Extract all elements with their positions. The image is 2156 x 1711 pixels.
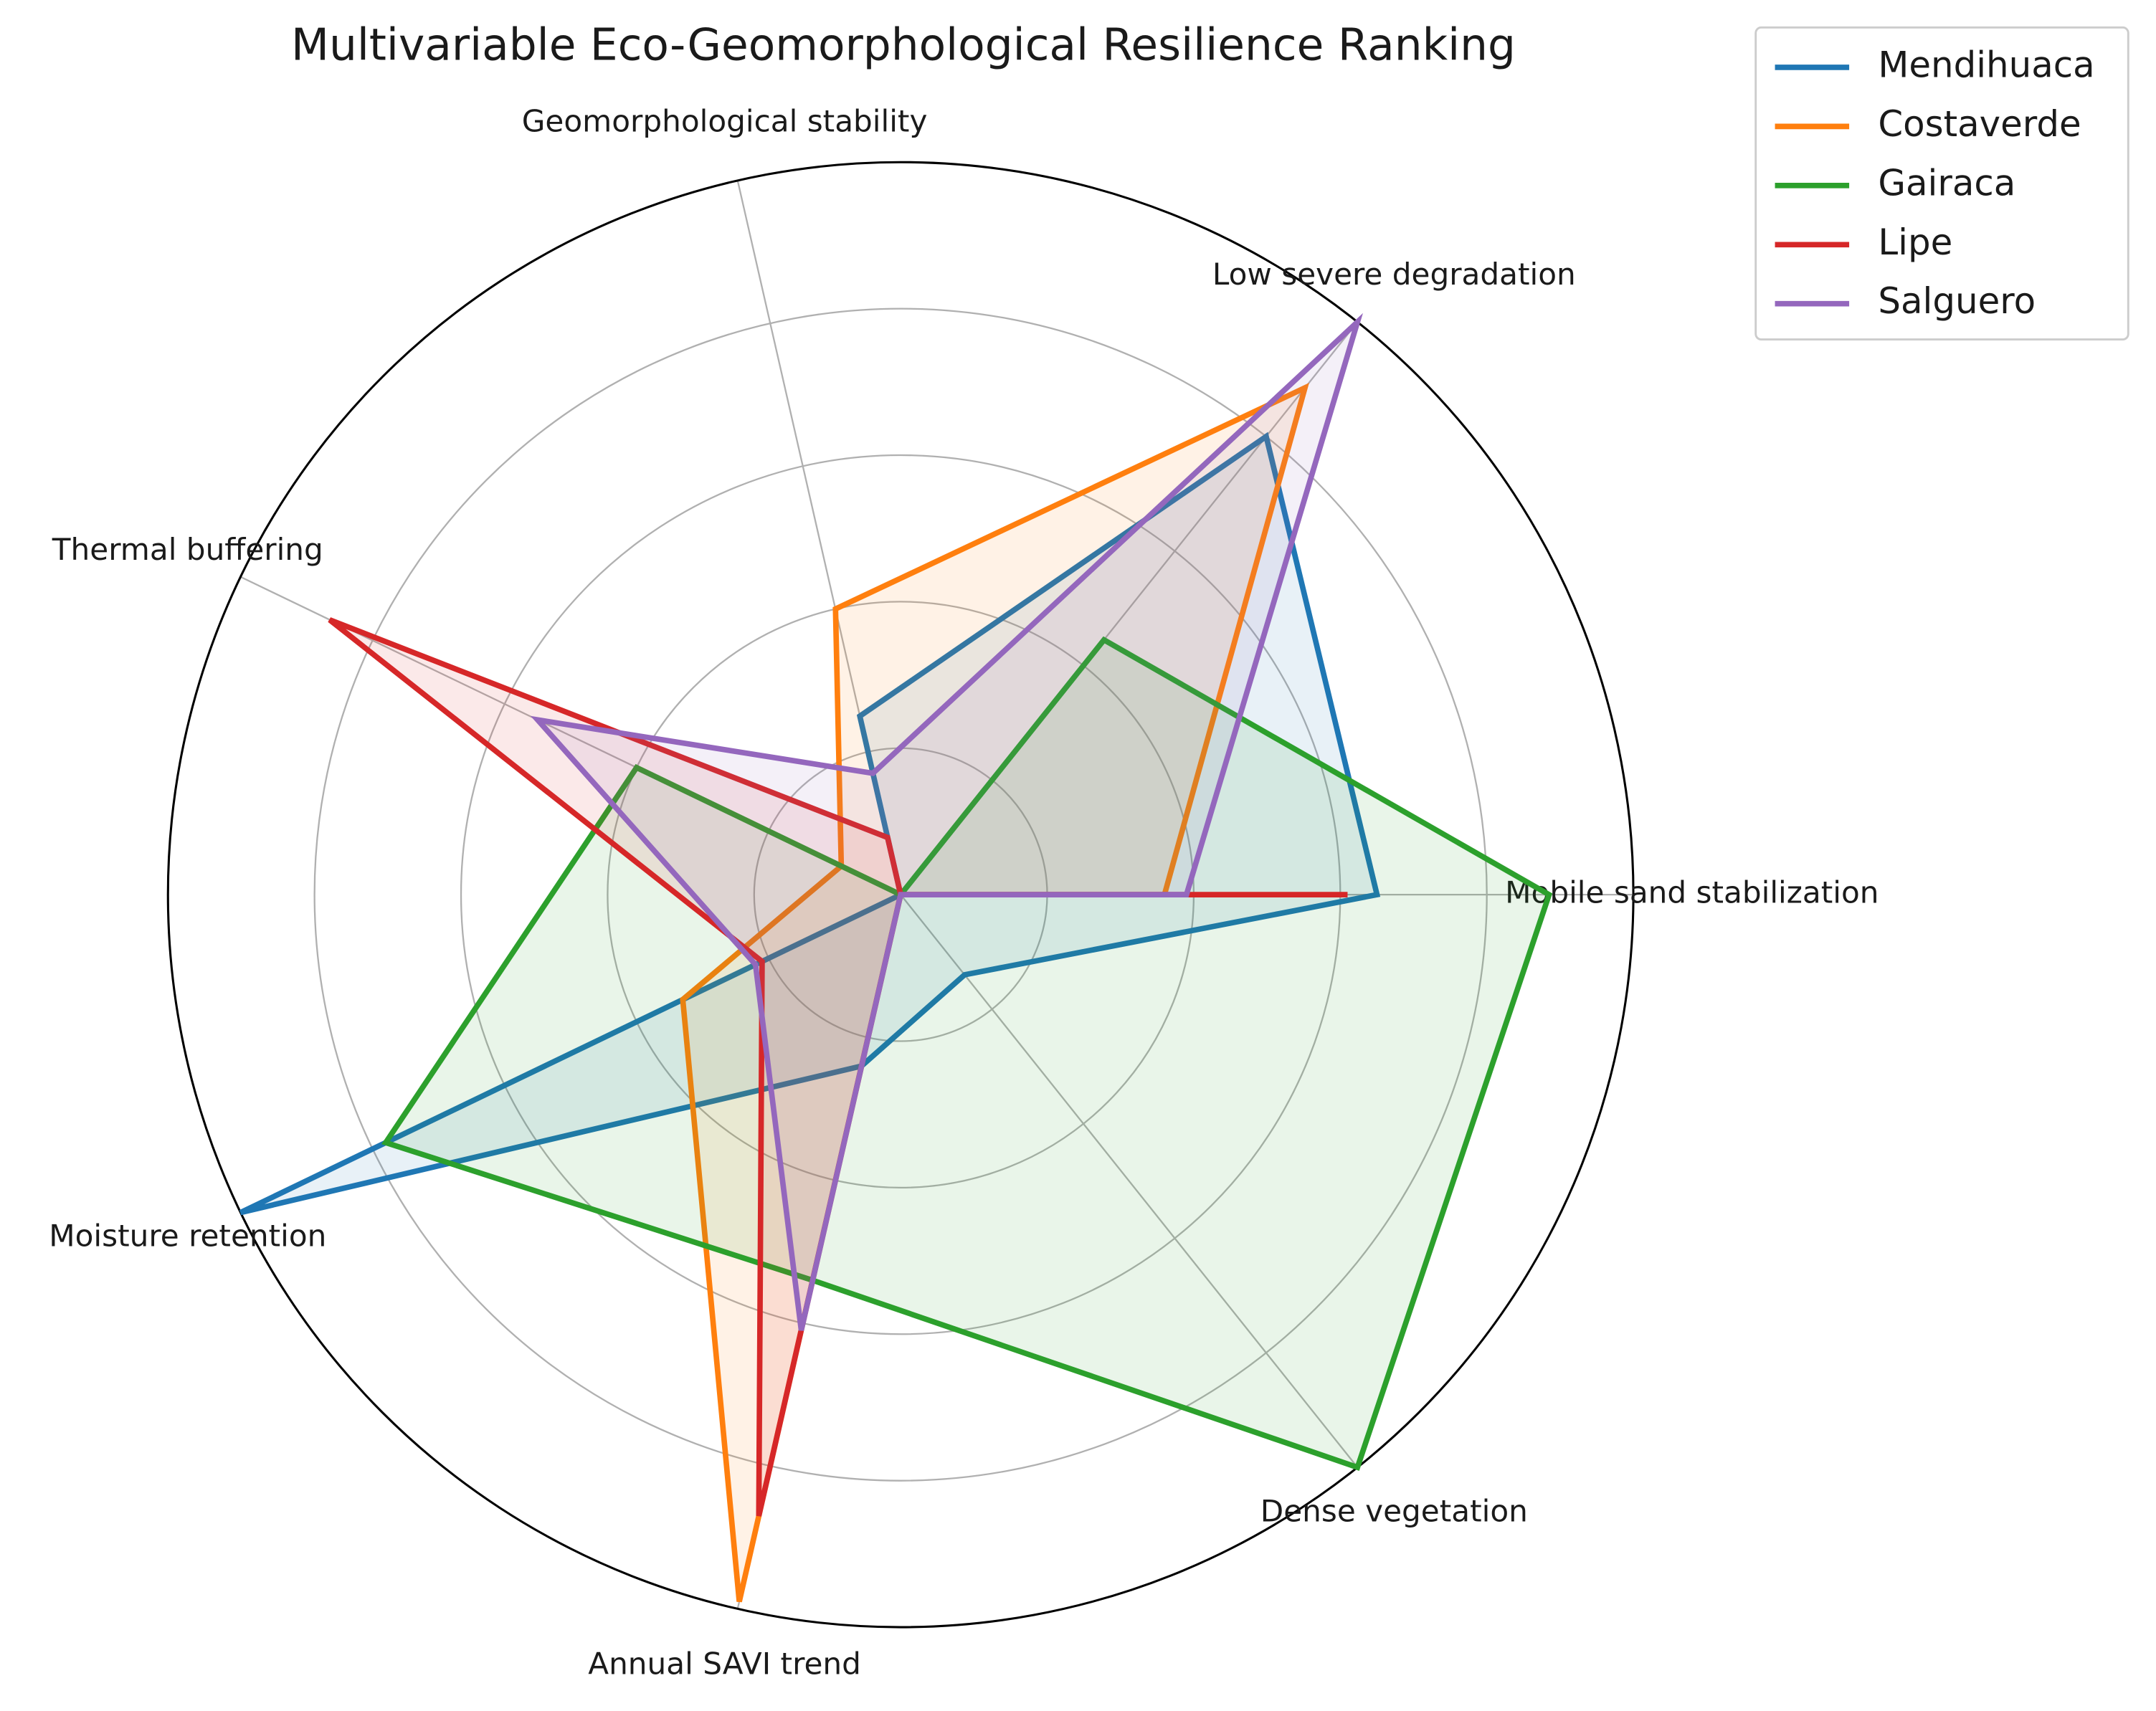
axis-label: Annual SAVI trend: [588, 1646, 861, 1682]
series-polygon: [530, 313, 1363, 1331]
series-polygon: [239, 432, 1381, 1216]
axis-label: Moisture retention: [49, 1219, 326, 1254]
chart-title: Multivariable Eco-Geomorphological Resil…: [291, 20, 1516, 71]
spoke: [900, 894, 1359, 1468]
outer-frame: [166, 161, 1635, 1629]
legend-label: Costaverde: [1878, 103, 2081, 145]
legend-label: Lipe: [1878, 221, 1952, 263]
series-polygon: [381, 636, 1553, 1471]
axis-label: Mobile sand stabilization: [1505, 875, 1879, 910]
legend-box: [1754, 26, 2129, 341]
axis-label: Dense vegetation: [1260, 1494, 1528, 1529]
axis-label: Low severe degradation: [1212, 257, 1576, 292]
legend-label: Salguero: [1878, 280, 2036, 322]
legend-label: Mendihuaca: [1878, 44, 2094, 85]
axis-label: Thermal buffering: [52, 532, 323, 567]
legend-label: Gairaca: [1878, 162, 2015, 204]
axis-label: Geomorphological stability: [522, 104, 928, 139]
